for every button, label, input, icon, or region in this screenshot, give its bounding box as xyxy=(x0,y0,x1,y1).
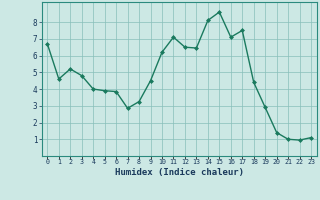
X-axis label: Humidex (Indice chaleur): Humidex (Indice chaleur) xyxy=(115,168,244,177)
